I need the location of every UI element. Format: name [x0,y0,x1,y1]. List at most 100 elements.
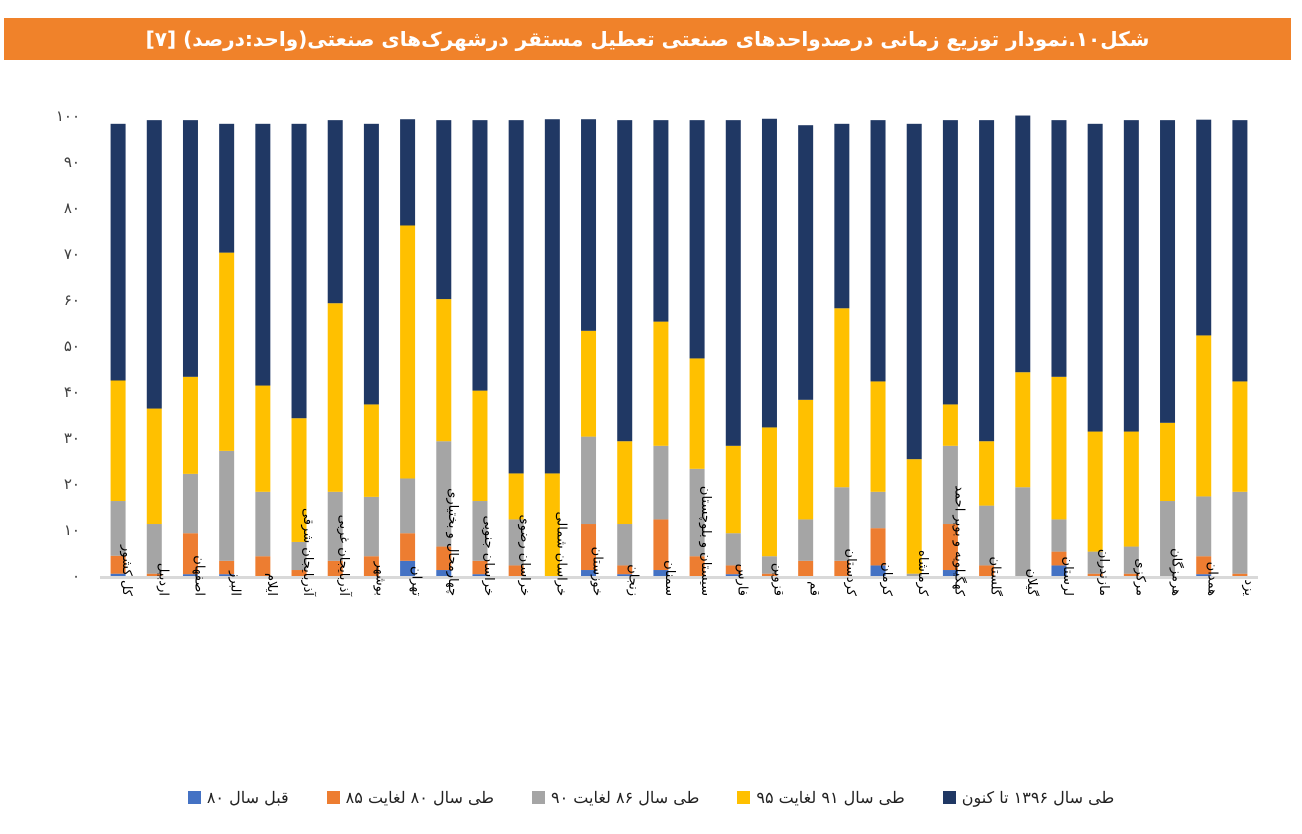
bar-segment [1232,120,1248,382]
chart-title: شکل۱۰.نمودار توزیع زمانی درصدواحدهای صنع… [145,27,1150,51]
bar-segment [1123,431,1139,547]
bar-segment [146,573,162,576]
bar-segment [689,468,705,557]
y-tick-label: ۷۰ [64,245,80,263]
bar-stack [834,123,850,576]
y-tick-label: ۴۰ [64,383,80,401]
x-tick-label: گیلان [1024,569,1040,597]
bar-segment [1015,372,1031,488]
bar-stack [761,118,777,576]
bar-segment [110,555,126,574]
bar-segment [617,441,633,525]
bar-segment [1087,573,1103,576]
x-tick-label: سمنان [662,560,677,596]
bar-segment [942,120,958,405]
x-tick-label: خراسان رضوی [517,514,532,596]
x-tick-label: لرستان [1060,557,1075,596]
x-tick-label: کرمان [879,562,894,597]
bar-segment [146,408,162,525]
bar-segment [834,560,850,576]
bar-segment [1123,573,1139,576]
x-tick-label: بوشهر [372,561,387,596]
bar-segment [400,478,416,534]
x-tick-label: اصفهان [191,555,206,596]
bar-stack [472,120,488,576]
bar-segment [1051,551,1067,566]
legend-swatch [942,791,956,804]
bar-segment [1051,120,1067,377]
bar-segment [182,376,198,474]
bar-segment [363,496,379,557]
bar-stack [219,123,235,576]
bar-segment [1196,556,1212,575]
bar-segment [834,123,850,309]
bar-segment [653,445,669,520]
bar-stack [617,120,633,576]
bar-segment [219,123,235,253]
bar-segment [870,565,886,576]
bar-segment [1160,501,1176,576]
bar-segment [979,120,995,442]
x-tick-label: یزد [1241,579,1256,596]
bar-segment [689,556,705,576]
y-tick-label: ۱۰۰ [56,107,80,125]
bar-segment [508,565,524,576]
bar-stack [508,120,524,576]
x-tick-label: خراسان شمالی [553,511,568,596]
bar-stack [1087,123,1103,576]
x-tick-label: مازندران [1096,549,1111,596]
bar-segment [182,120,198,377]
bar-segment [436,546,452,571]
bar-segment [110,380,126,502]
bar-segment [508,120,524,474]
bar-segment [1232,381,1248,492]
bar-segment [544,473,560,576]
legend-swatch [737,791,751,804]
bar-segment [761,573,777,576]
bar-segment [363,556,379,576]
bar-segment [1232,491,1248,574]
legend-item: طی سال ۸۰ لغایت ۸۵ [326,788,494,807]
bar-segment [581,570,597,576]
bar-segment [725,120,741,446]
x-tick-label: آذربایجان غربی [336,515,353,598]
bar-segment [255,556,271,576]
bar-stack [1232,120,1248,576]
bar-segment [653,519,669,571]
bar-segment [1160,422,1176,502]
bar-segment [689,358,705,469]
x-tick-label: فارس [734,564,749,596]
bar-stack [725,120,741,576]
bar-segment [798,519,814,561]
x-axis-labels: کل کشور اردبیل اصفهان البرز ایلام آذربایجان ش… [119,485,1256,597]
bar-stack [798,125,814,576]
bar-segment [689,120,705,359]
bar-segment [327,560,343,576]
legend-label: طی سال ۱۳۹۶ تا کنون [961,788,1115,807]
bar-segment [942,445,958,525]
bar-segment [472,120,488,391]
bar-segment [761,118,777,428]
legend: طی سال ۱۳۹۶ تا کنون طی سال ۹۱ لغایت ۹۵ طی … [0,788,1302,807]
bar-segment [363,123,379,405]
bar-segment [725,533,741,566]
x-tick-label: البرز [228,570,243,596]
bar-stack [363,123,379,576]
bar-segment [291,123,307,419]
bar-segment [1196,119,1212,336]
y-tick-label: ۶۰ [64,291,80,309]
bar-segment [1123,120,1139,432]
bar-stack [146,120,162,576]
bar-segment [472,574,488,576]
bar-segment [1196,574,1212,576]
bar-stack [870,120,886,576]
bar-segment [400,533,416,561]
bar-segment [581,436,597,525]
bar-stack [1196,119,1212,576]
bar-segment [291,541,307,571]
bar-stack [689,120,705,576]
bar-stack [1051,120,1067,576]
bar-segment [617,524,633,566]
x-tick-label: خوزستان [590,547,605,596]
bar-segment [1087,123,1103,432]
